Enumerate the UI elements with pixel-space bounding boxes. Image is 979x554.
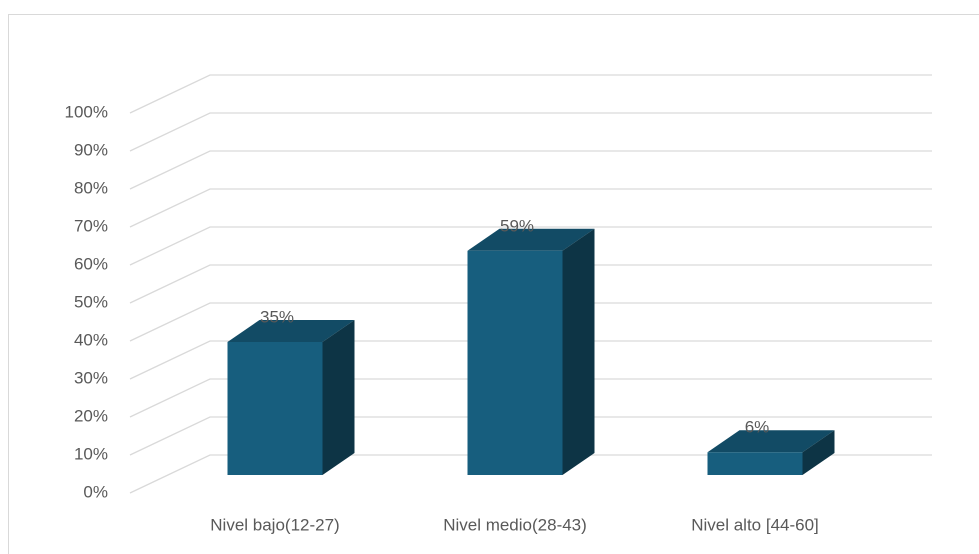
x-tick-label: Nivel bajo(12-27) [210,515,339,534]
y-tick-label: 90% [74,140,108,159]
y-tick-label: 20% [74,406,108,425]
y-tick-label: 30% [74,368,108,387]
x-tick-label: Nivel medio(28-43) [443,515,587,534]
y-tick-label: 0% [83,482,108,501]
grid-line [129,340,932,380]
grid-line [129,112,932,152]
data-label: 59% [500,216,534,235]
bar-front [707,452,803,475]
bar-side [562,228,595,475]
bar-front [227,342,323,475]
grid-line [129,416,932,456]
grid-line [129,378,932,418]
y-tick-label: 80% [74,178,108,197]
grid-line [129,302,932,342]
x-tick-label: Nivel alto [44-60] [691,515,819,534]
bar [227,320,355,475]
y-tick-label: 100% [65,102,108,121]
data-label: 35% [260,307,294,326]
grid-line [129,454,932,494]
grid-line [129,74,932,114]
y-tick-label: 40% [74,330,108,349]
bar-front [467,250,563,475]
bar-top [467,228,595,251]
bar-top [227,320,355,342]
bar [467,228,595,475]
grid-line [129,150,932,190]
data-label: 6% [745,418,770,437]
y-tick-label: 60% [74,254,108,273]
bar [707,430,835,475]
bar-top [707,430,835,453]
grid-line [129,264,932,304]
bar-side [322,320,355,475]
grid-line [129,188,932,228]
y-tick-label: 70% [74,216,108,235]
grid-line [129,226,932,266]
y-tick-label: 10% [74,444,108,463]
bar-side [802,430,835,475]
y-tick-label: 50% [74,292,108,311]
